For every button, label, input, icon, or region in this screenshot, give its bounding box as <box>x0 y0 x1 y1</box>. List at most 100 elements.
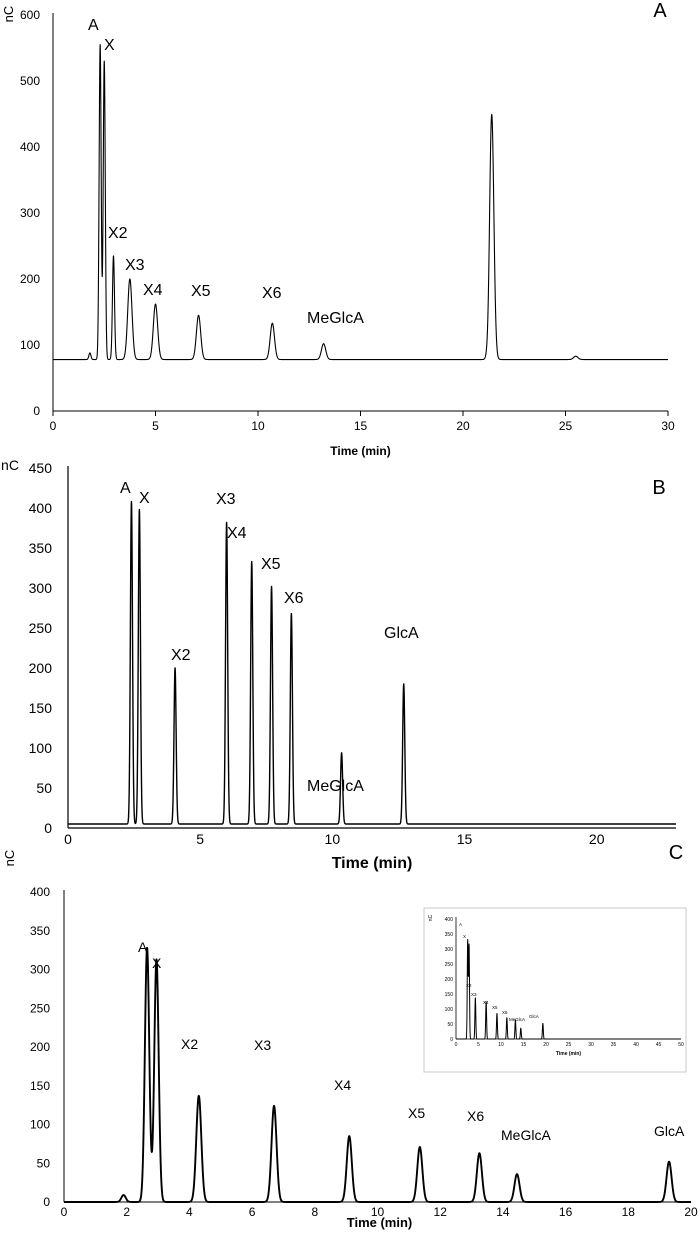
peak-label-x2-c: X2 <box>181 1036 198 1052</box>
y-tick-label-a: 300 <box>20 206 40 220</box>
peak-label-glca-inset: GlcA <box>529 1014 539 1019</box>
x-tick-label-c: 4 <box>186 1205 193 1219</box>
peak-label-x4-b: X4 <box>227 525 247 542</box>
x-tick-label-c: 12 <box>434 1205 448 1219</box>
x-tick-label-inset: 20 <box>543 1042 549 1048</box>
peak-label-meglca-inset: MeGlcA <box>509 1017 525 1022</box>
peak-label-x5-a: X5 <box>191 283 211 300</box>
x-tick-label-a: 25 <box>559 419 573 433</box>
peak-label-x2-b: X2 <box>171 647 191 664</box>
chromatogram-trace-a <box>52 44 669 361</box>
x-axis-title-a: Time (min) <box>330 444 390 458</box>
inset-frame <box>423 907 687 1073</box>
x-tick-label-c: 2 <box>123 1205 130 1219</box>
chromatogram-trace-inset <box>455 939 682 1040</box>
x-tick-label-inset: 35 <box>611 1042 617 1048</box>
y-tick-label-inset: 350 <box>445 932 454 938</box>
y-tick-label-c: 400 <box>30 885 50 899</box>
x-tick-label-inset: 45 <box>656 1042 662 1048</box>
y-tick-label-a: 500 <box>20 74 40 88</box>
x-tick-label-inset: 10 <box>498 1042 504 1048</box>
y-tick-label-b: 0 <box>44 820 52 836</box>
x-tick-label-a: 10 <box>251 419 265 433</box>
x-tick-label-c: 16 <box>559 1205 573 1219</box>
x-tick-label-inset: 15 <box>521 1042 527 1048</box>
y-tick-label-inset: 0 <box>450 1037 453 1043</box>
peak-label-x6-b: X6 <box>284 590 304 607</box>
x-axis-title-c: Time (min) <box>347 1215 413 1230</box>
x-axis-title-inset: Time (min) <box>556 1051 582 1057</box>
x-tick-label-a: 15 <box>354 419 368 433</box>
y-tick-label-b: 100 <box>29 740 53 756</box>
y-tick-label-b: 150 <box>29 700 53 716</box>
y-tick-label-c: 150 <box>30 1079 50 1093</box>
peak-label-x3-a: X3 <box>125 257 145 274</box>
chart-panel-c-inset: 0 50 100 150 200 250 300 350 400 0 5 10 15 20 25 30 35 40… <box>423 907 687 1073</box>
x-tick-label-a: 20 <box>456 419 470 433</box>
x-tick-label-c: 20 <box>684 1205 698 1219</box>
y-tick-label-inset: 300 <box>445 947 454 953</box>
peak-label-x-a: X <box>104 37 115 54</box>
x-tick-label-inset: 5 <box>477 1042 480 1048</box>
x-tick-label-a: 0 <box>50 419 57 433</box>
peak-label-glca-b: GlcA <box>384 625 419 642</box>
peak-label-a-c: A <box>138 939 148 955</box>
peak-label-x5-b: X5 <box>261 556 281 573</box>
peak-label-x-b: X <box>139 490 150 507</box>
y-tick-label-a: 400 <box>20 140 40 154</box>
x-tick-label-inset: 50 <box>678 1042 684 1048</box>
x-tick-label-c: 8 <box>311 1205 318 1219</box>
x-tick-label-b: 0 <box>64 831 72 847</box>
y-tick-label-c: 250 <box>30 1001 50 1015</box>
y-tick-label-inset: 250 <box>445 962 454 968</box>
y-tick-label-c: 50 <box>37 1156 51 1170</box>
y-tick-label-b: 250 <box>29 620 53 636</box>
y-tick-label-c: 0 <box>43 1195 50 1209</box>
x-tick-label-inset: 40 <box>633 1042 639 1048</box>
y-axis-title-c: nC <box>2 850 17 867</box>
peak-label-x4-c: X4 <box>334 1077 351 1093</box>
y-tick-label-b: 350 <box>29 540 53 556</box>
peak-label-glca-c: GlcA <box>654 1123 685 1139</box>
chart-panel-a: 0 100 200 300 400 500 600 0 5 10 15 20 25 30 Time (min… <box>1 0 675 458</box>
x-tick-label-inset: 0 <box>455 1042 458 1048</box>
peak-label-x2-a: X2 <box>108 225 128 242</box>
peak-label-a-b: A <box>120 480 131 497</box>
y-tick-label-inset: 200 <box>445 977 454 983</box>
peak-label-x5-inset: X5 <box>492 1005 498 1010</box>
y-tick-label-inset: 100 <box>445 1007 454 1013</box>
y-tick-label-c: 200 <box>30 1040 50 1054</box>
panel-letter-b: B <box>652 477 665 499</box>
y-tick-label-a: 100 <box>20 338 40 352</box>
peak-label-meglca-a: MeGlcA <box>307 310 364 327</box>
x-tick-label-b: 15 <box>457 831 473 847</box>
panel-letter-c: C <box>669 842 683 864</box>
x-axis-title-b: Time (min) <box>332 855 413 872</box>
peak-label-x3-inset: X3 <box>471 992 477 997</box>
y-tick-label-b: 400 <box>29 500 53 516</box>
y-tick-label-c: 300 <box>30 963 50 977</box>
x-tick-label-c: 6 <box>249 1205 256 1219</box>
peak-label-x5-c: X5 <box>408 1105 425 1121</box>
peak-label-x-inset: X <box>463 934 466 939</box>
x-tick-label-inset: 30 <box>588 1042 594 1048</box>
x-tick-label-c: 10 <box>371 1205 385 1219</box>
y-tick-label-inset: 50 <box>447 1022 453 1028</box>
y-axis-title-b: nC <box>1 457 19 473</box>
y-tick-label-b: 200 <box>29 660 53 676</box>
peak-label-x3-c: X3 <box>254 1037 271 1053</box>
y-tick-label-a: 200 <box>20 272 40 286</box>
panel-letter-a: A <box>653 0 667 22</box>
peak-label-x3-b: X3 <box>216 491 236 508</box>
x-tick-label-b: 20 <box>589 831 605 847</box>
peak-label-x2-inset: X2 <box>466 983 472 988</box>
x-tick-label-c: 14 <box>496 1205 510 1219</box>
x-tick-label-b: 5 <box>196 831 204 847</box>
y-tick-label-inset: 150 <box>445 992 454 998</box>
y-tick-label-b: 300 <box>29 580 53 596</box>
chart-panel-b: 0 50 100 150 200 250 300 350 400 450 0 5 10 15 20 Time … <box>1 457 677 872</box>
peak-label-x6-a: X6 <box>262 285 282 302</box>
y-tick-label-a: 0 <box>33 404 40 418</box>
